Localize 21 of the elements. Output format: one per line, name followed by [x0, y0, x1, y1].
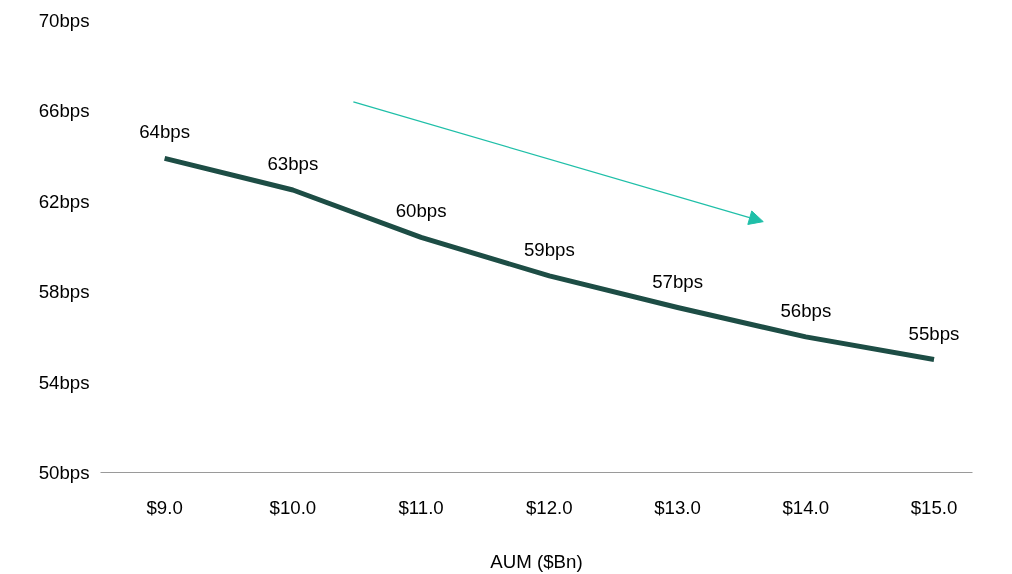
data-label: 59bps	[523, 238, 575, 260]
data-label: 57bps	[652, 270, 703, 292]
data-label: 56bps	[780, 299, 832, 321]
x-tick-label: $9.0	[146, 496, 183, 518]
x-tick-label: $15.0	[910, 496, 958, 518]
data-label: 55bps	[908, 322, 960, 344]
data-label: 64bps	[139, 121, 191, 143]
data-label: 63bps	[267, 153, 319, 174]
y-tick-label: 50bps	[38, 462, 90, 483]
x-tick-label: $13.0	[654, 496, 701, 518]
x-axis-title: AUM ($Bn)	[490, 550, 583, 572]
data-label: 60bps	[395, 200, 447, 222]
y-tick-label: 70bps	[38, 10, 90, 31]
x-tick-label: $11.0	[398, 496, 444, 518]
y-tick-label: 58bps	[38, 281, 90, 303]
x-tick-label: $12.0	[525, 496, 573, 518]
y-tick-label: 66bps	[38, 100, 90, 122]
y-tick-label: 54bps	[38, 371, 90, 393]
x-tick-label: $10.0	[269, 496, 317, 518]
x-tick-label: $14.0	[782, 496, 830, 518]
y-tick-label: 62bps	[38, 190, 90, 212]
